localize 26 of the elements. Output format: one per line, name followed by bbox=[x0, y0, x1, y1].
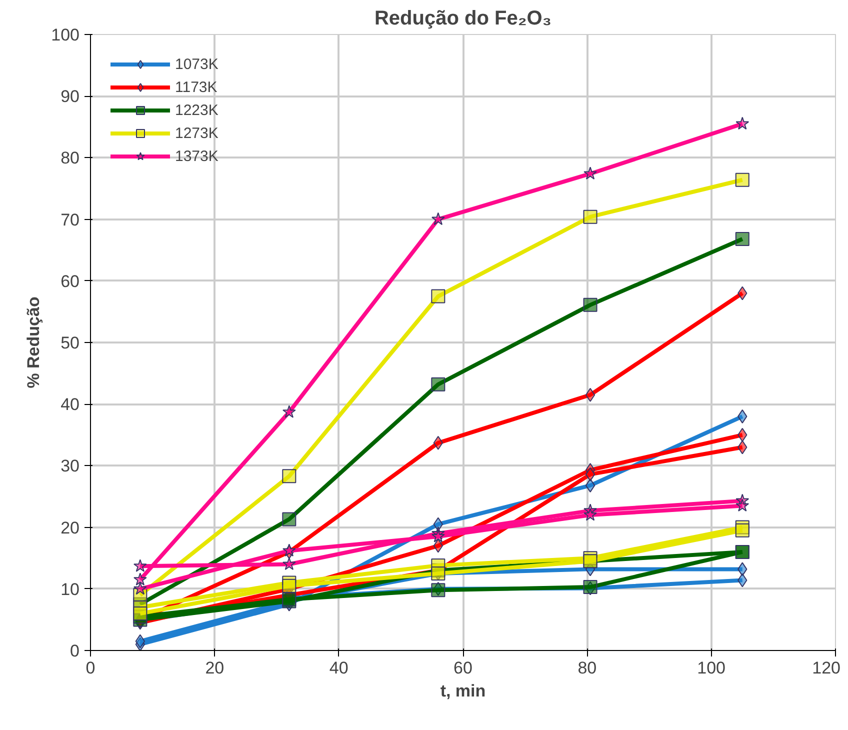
legend-label: 1223K bbox=[175, 102, 218, 118]
y-tick-label: 100 bbox=[51, 26, 80, 44]
x-tick-label: 120 bbox=[812, 658, 841, 678]
y-tick-label: 0 bbox=[70, 642, 80, 660]
legend-label: 1373K bbox=[175, 148, 218, 164]
x-tick-label: 80 bbox=[578, 658, 597, 678]
chart-title: Redução do Fe₂O₃ bbox=[374, 8, 552, 30]
y-tick-label: 80 bbox=[60, 148, 80, 168]
y-tick-label: 40 bbox=[60, 395, 80, 414]
y-tick-label: 50 bbox=[60, 334, 80, 352]
y-tick-label: 90 bbox=[60, 87, 80, 106]
x-tick-label: 40 bbox=[329, 658, 348, 678]
y-tick-label: 30 bbox=[60, 456, 80, 476]
x-tick-label: 60 bbox=[454, 658, 472, 678]
legend-label: 1173K bbox=[175, 78, 218, 96]
y-tick-label: 20 bbox=[60, 518, 80, 538]
legend-label: 1273K bbox=[175, 124, 218, 142]
legend-label: 1073K bbox=[175, 56, 218, 72]
x-axis-title: t, min bbox=[440, 682, 486, 700]
x-tick-label: 0 bbox=[86, 658, 96, 678]
y-tick-label: 10 bbox=[60, 580, 80, 599]
x-tick-label: 20 bbox=[205, 658, 224, 678]
y-tick-label: 70 bbox=[60, 210, 80, 230]
x-tick-label: 100 bbox=[697, 658, 726, 678]
y-tick-label: 60 bbox=[60, 272, 80, 291]
y-axis-title: % Redução bbox=[24, 296, 44, 388]
